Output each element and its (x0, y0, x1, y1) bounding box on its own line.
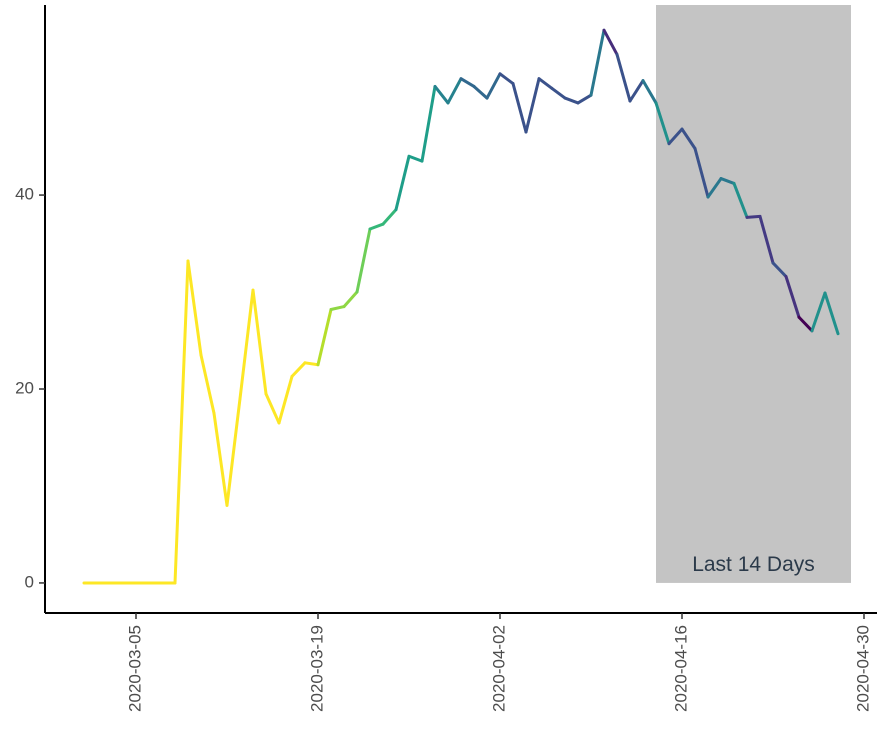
line-segment (355, 227, 372, 294)
line-segment (524, 77, 541, 134)
line-segment (251, 288, 268, 396)
line-segment (433, 84, 450, 105)
line-segment (472, 84, 489, 100)
x-tick-label: 2020-04-16 (671, 625, 690, 712)
line-segment (212, 411, 229, 507)
x-tick-label: 2020-03-19 (307, 625, 326, 712)
line-segment (719, 177, 736, 185)
line-segment (238, 288, 255, 401)
line-segment (628, 79, 645, 103)
line-segment (277, 374, 294, 425)
line-segment (420, 84, 437, 163)
line-segment (173, 259, 190, 585)
shade-label: Last 14 Days (692, 553, 815, 576)
shaded-region (656, 5, 851, 583)
line-segment (303, 361, 320, 367)
line-segment (745, 214, 762, 219)
line-segment (589, 28, 606, 97)
line-segment (264, 392, 281, 425)
line-segment (654, 101, 671, 146)
line-segment (680, 127, 697, 151)
line-segment (784, 275, 801, 319)
x-tick-label: 2020-04-02 (489, 625, 508, 712)
line-segment (550, 86, 567, 100)
line-segment (381, 208, 398, 226)
y-tick-label: 0 (25, 572, 34, 591)
line-segment (485, 72, 502, 100)
x-tick-label: 2020-03-05 (125, 625, 144, 712)
line-segment (459, 77, 476, 88)
line-segment (329, 305, 346, 311)
line-segment (810, 291, 827, 333)
line-segment (225, 397, 242, 507)
line-segment (511, 82, 528, 134)
line-segment (407, 154, 424, 163)
line-segment (563, 96, 580, 105)
line-segment (693, 147, 710, 199)
line-segment (823, 291, 840, 336)
line-segment (290, 361, 307, 378)
x-tick-label: 2020-04-30 (853, 625, 872, 712)
line-segment (758, 214, 775, 265)
line-segment (316, 307, 333, 367)
line-segment (615, 52, 632, 103)
y-tick-label: 40 (15, 185, 34, 204)
line-segment (368, 222, 385, 231)
line-segment (732, 181, 749, 219)
line-segment (706, 177, 723, 199)
line-segment (641, 79, 658, 105)
line-segment (797, 315, 814, 333)
line-segment (602, 28, 619, 56)
line-segment (576, 93, 593, 105)
line-segment (446, 77, 463, 105)
line-segment (498, 72, 515, 86)
line-segment (342, 290, 359, 309)
line-segment (667, 127, 684, 146)
line-segment (199, 353, 216, 415)
line-segment (394, 154, 411, 212)
line-segment (186, 259, 203, 357)
line-segment (771, 261, 788, 279)
line-segment (537, 77, 554, 90)
y-tick-label: 20 (15, 378, 34, 397)
